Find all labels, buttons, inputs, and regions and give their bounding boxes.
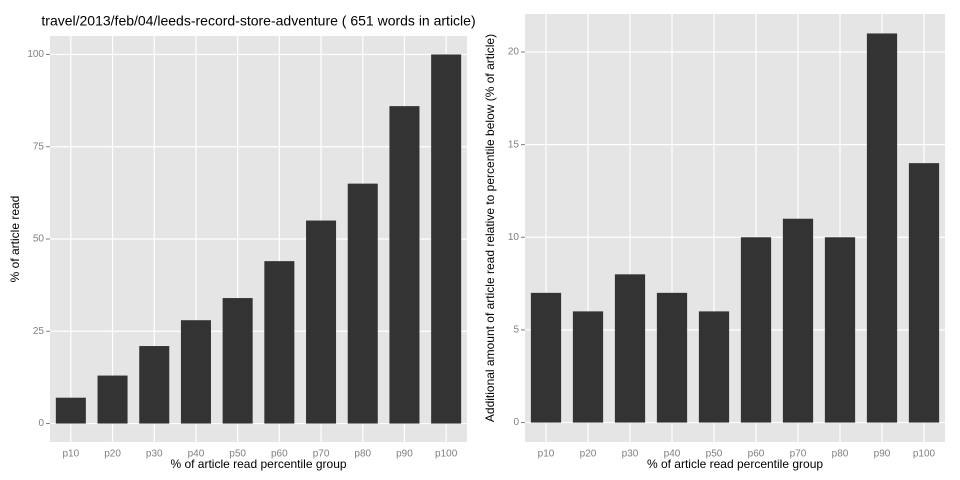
bar <box>347 183 378 424</box>
x-tick-label: p10 <box>63 449 80 460</box>
bar <box>740 237 772 423</box>
x-axis-label: % of article read percentile group <box>647 457 823 471</box>
x-tick-label: p50 <box>229 449 246 460</box>
x-tick-label: p40 <box>664 449 681 460</box>
y-tick-label: 0 <box>513 417 519 428</box>
bar <box>698 311 730 423</box>
y-axis-label: Additional amount of article read relati… <box>483 34 497 422</box>
y-tick-label: 100 <box>27 49 44 60</box>
bar <box>866 33 898 423</box>
y-tick-label: 5 <box>513 325 519 336</box>
y-tick-label: 20 <box>508 47 520 58</box>
y-axis-label: % of article read <box>8 196 22 283</box>
y-tick-label: 75 <box>33 141 45 152</box>
x-tick-label: p100 <box>913 449 936 460</box>
bar <box>572 311 604 423</box>
x-tick-label: p100 <box>435 449 458 460</box>
bar <box>139 346 170 424</box>
bar <box>656 292 688 423</box>
bar <box>530 292 562 423</box>
bar <box>97 375 128 424</box>
x-tick-label: p10 <box>538 449 555 460</box>
x-tick-label: p60 <box>271 449 288 460</box>
y-tick-label: 50 <box>33 234 45 245</box>
x-tick-label: p30 <box>146 449 163 460</box>
chart-title: travel/2013/feb/04/leeds-record-store-ad… <box>41 13 475 29</box>
bar <box>264 261 295 424</box>
x-tick-label: p20 <box>580 449 597 460</box>
x-tick-label: p70 <box>313 449 330 460</box>
x-tick-label: p60 <box>748 449 765 460</box>
y-tick-label: 10 <box>508 232 520 243</box>
y-tick-label: 15 <box>508 139 520 150</box>
bar <box>389 106 420 424</box>
x-axis-label: % of article read percentile group <box>170 457 346 471</box>
x-tick-label: p90 <box>874 449 891 460</box>
x-tick-label: p90 <box>396 449 413 460</box>
bar <box>180 320 211 424</box>
y-tick-label: 25 <box>33 326 45 337</box>
x-tick-label: p80 <box>354 449 371 460</box>
bar <box>55 397 86 424</box>
bar <box>222 298 253 424</box>
y-tick-label: 0 <box>38 418 44 429</box>
x-tick-label: p20 <box>104 449 121 460</box>
x-tick-label: p50 <box>706 449 723 460</box>
x-tick-label: p30 <box>622 449 639 460</box>
bar <box>431 54 462 424</box>
x-tick-label: p80 <box>832 449 849 460</box>
bar <box>782 218 814 423</box>
bar <box>908 163 940 423</box>
bar <box>824 237 856 423</box>
x-tick-label: p40 <box>188 449 205 460</box>
x-tick-label: p70 <box>790 449 807 460</box>
bar <box>306 220 337 424</box>
bar <box>614 274 646 423</box>
